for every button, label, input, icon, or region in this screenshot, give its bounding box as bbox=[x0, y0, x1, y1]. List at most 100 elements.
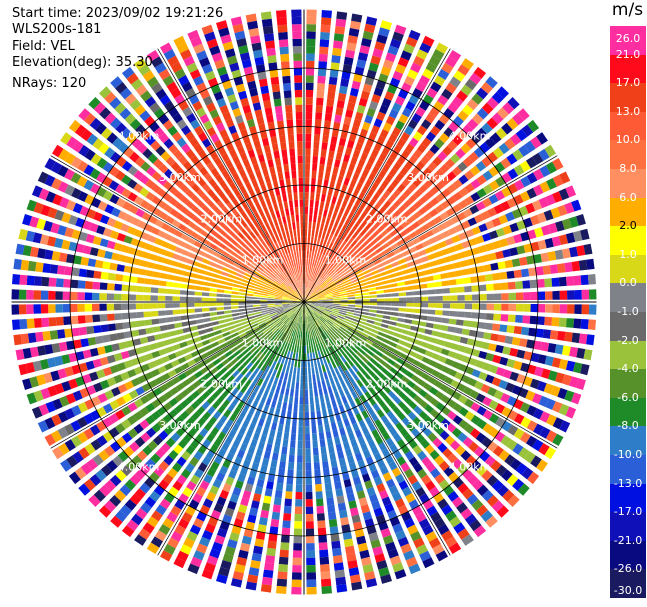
ray-gate bbox=[232, 155, 241, 165]
ray-gate bbox=[157, 394, 168, 404]
ray-gate bbox=[106, 303, 115, 311]
ray-gate bbox=[204, 523, 216, 534]
ray-gate bbox=[80, 462, 93, 475]
ray-gate bbox=[83, 478, 96, 491]
ray-gate bbox=[265, 555, 275, 564]
ray-gate bbox=[325, 248, 331, 257]
ray-gate bbox=[478, 244, 488, 254]
ray-gate bbox=[290, 336, 295, 345]
ray-gate bbox=[373, 393, 382, 402]
ray-gate bbox=[286, 245, 291, 254]
ray-gate bbox=[126, 132, 138, 144]
ray-gate bbox=[216, 298, 224, 302]
ray-gate bbox=[442, 303, 451, 309]
ray-gate bbox=[144, 278, 153, 285]
ray-gate bbox=[363, 145, 372, 155]
ray-gate bbox=[206, 349, 215, 356]
ray-gate bbox=[340, 300, 348, 302]
ray-gate bbox=[405, 240, 415, 248]
ray-gate bbox=[395, 371, 404, 380]
ray-gate bbox=[361, 556, 372, 567]
ray-gate bbox=[387, 45, 399, 56]
ray-gate bbox=[466, 338, 476, 346]
ray-gate bbox=[447, 183, 457, 194]
ray-gate bbox=[297, 433, 303, 441]
ray-gate bbox=[355, 256, 363, 263]
ray-gate bbox=[339, 85, 348, 95]
ray-gate bbox=[283, 505, 292, 514]
ray-gate bbox=[214, 421, 224, 431]
ray-gate bbox=[274, 490, 283, 499]
ray-gate bbox=[39, 234, 50, 245]
ray-gate bbox=[311, 170, 317, 179]
ray-gate bbox=[99, 484, 111, 497]
ray-gate bbox=[179, 195, 189, 205]
ray-gate bbox=[129, 441, 140, 453]
ray-gate bbox=[115, 197, 126, 208]
ray-gate bbox=[178, 372, 187, 381]
ray-gate bbox=[265, 318, 273, 324]
ray-gate bbox=[313, 214, 317, 223]
ray-gate bbox=[271, 235, 277, 244]
ray-gate bbox=[304, 243, 307, 251]
ray-gate bbox=[152, 207, 163, 217]
ray-gate bbox=[284, 334, 289, 342]
ray-gate bbox=[317, 319, 323, 326]
ray-gate bbox=[343, 116, 352, 125]
ray-gate bbox=[89, 117, 102, 130]
ray-gate bbox=[413, 462, 423, 473]
ray-gate bbox=[186, 113, 197, 124]
ray-gate bbox=[210, 509, 221, 520]
ray-gate bbox=[399, 166, 409, 177]
ray-gate bbox=[202, 381, 211, 390]
ray-gate bbox=[273, 328, 280, 335]
ray-gate bbox=[378, 250, 386, 258]
ray-gate bbox=[29, 346, 39, 358]
colorbar-tick-label: -6.0 bbox=[617, 390, 639, 404]
ray-gate bbox=[382, 338, 391, 345]
ray-gate bbox=[266, 320, 274, 326]
ray-gate bbox=[317, 350, 322, 359]
ray-gate bbox=[217, 405, 226, 414]
ray-gate bbox=[167, 226, 177, 235]
ray-gate bbox=[417, 327, 426, 334]
ray-gate bbox=[555, 372, 565, 384]
ray-gate bbox=[55, 304, 63, 313]
ray-gate bbox=[93, 489, 106, 502]
ray-gate bbox=[304, 302, 310, 308]
ray-gate bbox=[337, 175, 344, 184]
ray-gate bbox=[364, 114, 374, 124]
ray-gate bbox=[506, 439, 518, 451]
ray-gate bbox=[464, 303, 473, 310]
ray-gate bbox=[150, 310, 159, 317]
ray-gate bbox=[476, 484, 489, 497]
ray-gate bbox=[271, 243, 277, 252]
ray-gate bbox=[257, 378, 264, 387]
ray-gate bbox=[387, 548, 399, 559]
ray-gate bbox=[233, 361, 242, 369]
ray-gate bbox=[458, 199, 468, 210]
ray-gate bbox=[451, 234, 461, 243]
ray-gate bbox=[260, 584, 272, 593]
ray-gate bbox=[250, 391, 257, 400]
ray-gate bbox=[375, 234, 383, 242]
ray-gate bbox=[313, 141, 320, 150]
ray-gate bbox=[333, 121, 341, 130]
colorbar-tick-label: -17.0 bbox=[613, 505, 643, 519]
ray-gate bbox=[306, 338, 309, 346]
ray-gate bbox=[557, 263, 566, 273]
ray-gate bbox=[327, 385, 333, 394]
ray-gate bbox=[310, 185, 316, 193]
ray-gate bbox=[449, 76, 462, 88]
ray-gate bbox=[180, 544, 192, 555]
ray-gate bbox=[273, 445, 280, 454]
ray-gate bbox=[245, 234, 253, 242]
ray-gate bbox=[320, 342, 325, 350]
ray-gate bbox=[356, 225, 364, 234]
ray-gate bbox=[380, 66, 392, 76]
ray-gate bbox=[256, 116, 265, 125]
ray-gate bbox=[300, 316, 303, 324]
ray-gate bbox=[71, 405, 82, 417]
ray-gate bbox=[282, 302, 290, 305]
ray-gate bbox=[186, 339, 195, 346]
